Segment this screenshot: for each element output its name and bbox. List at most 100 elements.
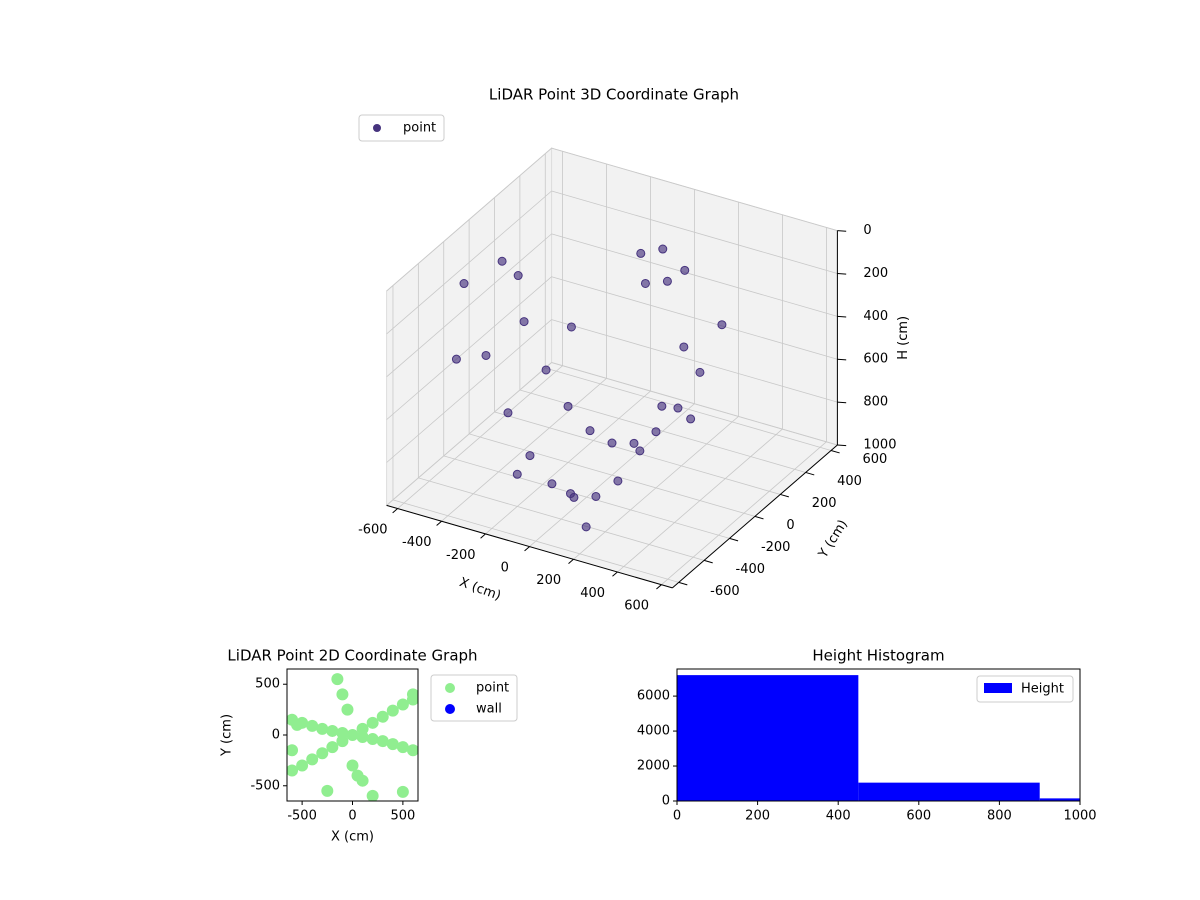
- y-tick-label: 6000: [637, 689, 670, 704]
- x-tick-label: -400: [402, 535, 432, 550]
- z-tick-label: 0: [863, 223, 871, 238]
- x-axis-label: X (cm): [457, 575, 503, 604]
- z-tick-label: 800: [863, 395, 888, 410]
- x-tick-label: 0: [673, 809, 681, 824]
- point: [287, 764, 299, 777]
- axes-frame: [286, 668, 419, 802]
- z-tick-label: 400: [863, 309, 888, 324]
- tick-mark: [436, 520, 442, 526]
- x-tick-label: 500: [390, 809, 415, 824]
- point: [680, 265, 690, 275]
- y-tick-label: -200: [761, 540, 791, 555]
- grid-line: [418, 477, 705, 561]
- point: [607, 438, 617, 448]
- z-tick-label: 200: [863, 266, 888, 281]
- y-tick-label: -400: [736, 562, 766, 577]
- point: [662, 276, 672, 286]
- bar: [677, 675, 859, 801]
- tick-mark: [780, 493, 789, 498]
- point: [547, 479, 557, 489]
- point: [451, 354, 461, 364]
- tick-mark: [837, 444, 847, 447]
- point: [296, 759, 309, 772]
- y-tick-label: 600: [862, 452, 887, 467]
- point: [519, 317, 529, 327]
- x-tick-label: 400: [580, 586, 605, 601]
- grid-line: [386, 319, 552, 463]
- grid-line: [545, 367, 832, 451]
- legend-marker: [445, 704, 455, 714]
- grid-line: [443, 455, 730, 539]
- y-tick-label: 500: [255, 677, 280, 692]
- tick-mark: [392, 508, 398, 514]
- grid-line: [386, 276, 552, 420]
- point: [585, 426, 595, 436]
- point: [640, 278, 650, 288]
- point: [591, 491, 601, 501]
- tick-mark: [656, 584, 662, 590]
- grid-line: [551, 319, 838, 403]
- point: [366, 716, 379, 729]
- point: [658, 244, 668, 254]
- grid-line: [392, 499, 679, 583]
- axes-frame: [676, 668, 1081, 802]
- point: [497, 256, 507, 266]
- point: [346, 759, 359, 772]
- x-tick-label: 600: [906, 809, 931, 824]
- point: [396, 698, 409, 711]
- tick-mark: [480, 533, 486, 539]
- point: [356, 774, 369, 787]
- point: [306, 719, 319, 732]
- z-tick-label: 1000: [863, 437, 896, 452]
- points: [287, 673, 418, 801]
- point: [291, 718, 304, 731]
- point: [525, 451, 535, 461]
- grid-line: [551, 190, 838, 274]
- point: [356, 731, 369, 744]
- point: [636, 248, 646, 258]
- point: [386, 704, 399, 717]
- tick-mark: [837, 315, 847, 318]
- y-tick-label: 200: [812, 496, 837, 511]
- point: [563, 401, 573, 411]
- tick-mark: [568, 558, 574, 564]
- point: [316, 722, 329, 735]
- point: [321, 784, 334, 797]
- point: [346, 729, 359, 741]
- bars: [677, 675, 1080, 801]
- point: [341, 703, 354, 716]
- point: [657, 401, 667, 411]
- grid-line: [551, 147, 838, 232]
- point: [717, 320, 727, 330]
- tick-mark: [729, 537, 739, 542]
- grid-line: [468, 433, 756, 517]
- y-tick-label: 2000: [637, 759, 670, 774]
- legend-label: wall: [476, 702, 502, 717]
- point: [366, 789, 379, 801]
- point: [326, 741, 339, 754]
- y-tick-label: 4000: [637, 724, 670, 739]
- point: [306, 753, 319, 766]
- point: [459, 279, 469, 289]
- point: [481, 350, 491, 360]
- point: [635, 446, 645, 456]
- tick-mark: [837, 230, 847, 232]
- point: [396, 741, 409, 754]
- x-axis-label: X (cm): [331, 830, 374, 845]
- chart-title: Height Histogram: [812, 647, 944, 665]
- axis-line: [386, 504, 673, 589]
- grid-line: [386, 147, 552, 292]
- point: [613, 476, 623, 486]
- tick-mark: [612, 571, 618, 577]
- grid-line: [386, 233, 552, 378]
- point: [316, 747, 329, 760]
- tick-mark: [805, 471, 815, 476]
- point: [287, 744, 299, 757]
- point: [512, 469, 522, 479]
- y-tick-label: 0: [272, 728, 280, 743]
- tick-mark: [837, 358, 847, 361]
- point: [406, 744, 418, 757]
- point: [503, 408, 513, 418]
- x-tick-label: 0: [501, 561, 509, 576]
